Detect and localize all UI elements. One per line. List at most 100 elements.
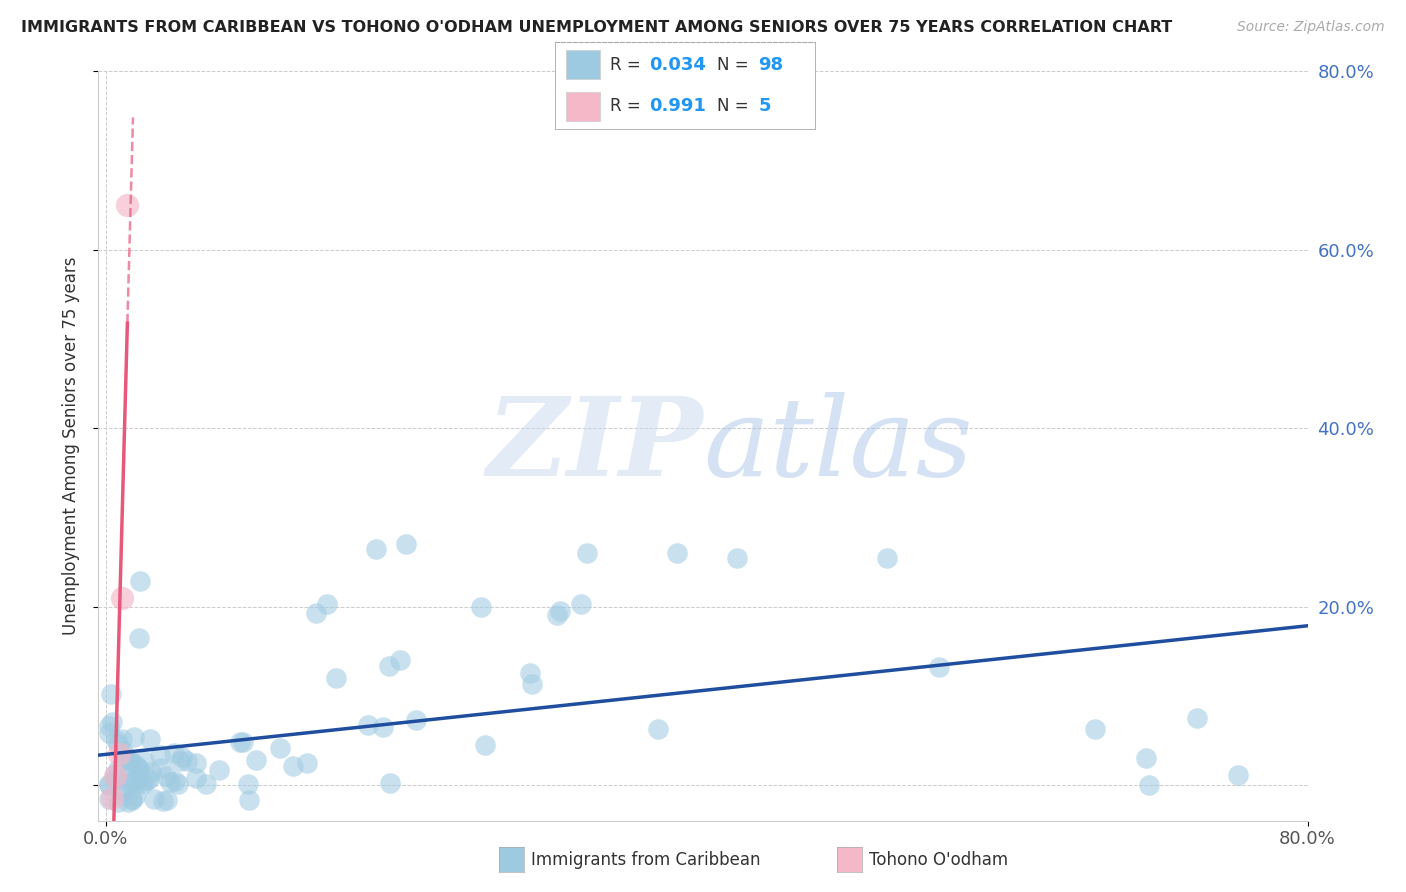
Point xyxy=(245,753,267,767)
Point xyxy=(134,754,156,768)
Point xyxy=(128,631,150,645)
Point xyxy=(725,550,748,565)
Text: 5: 5 xyxy=(758,96,770,115)
Point xyxy=(229,735,252,749)
Point xyxy=(97,719,120,733)
Point xyxy=(107,780,129,795)
Point xyxy=(520,677,543,691)
Point xyxy=(122,774,145,789)
Point xyxy=(107,737,129,751)
Point xyxy=(111,591,134,605)
Text: 98: 98 xyxy=(758,55,783,74)
Point xyxy=(357,718,380,732)
Point xyxy=(122,730,145,744)
Point xyxy=(121,793,143,807)
Point xyxy=(159,774,181,789)
Point xyxy=(127,772,149,787)
Point xyxy=(111,731,134,746)
Point xyxy=(127,763,149,777)
Point xyxy=(149,748,172,763)
Point xyxy=(876,550,898,565)
Point xyxy=(378,775,401,789)
Text: R =: R = xyxy=(610,96,645,115)
Point xyxy=(152,794,174,808)
Point xyxy=(377,658,399,673)
Point xyxy=(104,733,127,747)
Point xyxy=(125,758,148,772)
Point xyxy=(101,791,124,805)
Text: N =: N = xyxy=(717,96,754,115)
Point xyxy=(107,762,129,776)
Text: N =: N = xyxy=(717,55,754,74)
Point xyxy=(97,778,120,792)
Point xyxy=(124,789,146,803)
Point xyxy=(120,754,142,768)
Point xyxy=(115,198,138,212)
Point xyxy=(474,739,496,753)
Text: 0.034: 0.034 xyxy=(650,55,706,74)
Point xyxy=(117,753,139,767)
Point xyxy=(131,774,153,789)
Point xyxy=(127,761,149,775)
Point xyxy=(305,606,328,620)
Point xyxy=(928,660,950,674)
Point xyxy=(117,795,139,809)
Point xyxy=(100,687,122,701)
Point xyxy=(569,598,592,612)
Point xyxy=(108,747,131,761)
Point xyxy=(232,735,254,749)
Point xyxy=(155,769,177,783)
Text: ZIP: ZIP xyxy=(486,392,703,500)
Point xyxy=(1135,751,1157,765)
Point xyxy=(169,755,191,769)
Point xyxy=(136,773,159,788)
Point xyxy=(281,759,304,773)
Point xyxy=(163,773,186,788)
Point xyxy=(546,608,568,623)
Point xyxy=(98,725,121,739)
Point xyxy=(112,784,135,798)
Point xyxy=(269,740,291,755)
Point xyxy=(1137,778,1160,792)
Point xyxy=(104,772,127,787)
Point xyxy=(176,754,198,768)
Point xyxy=(121,775,143,789)
Point xyxy=(238,793,260,807)
Point xyxy=(166,777,188,791)
Point xyxy=(371,720,394,734)
Point xyxy=(395,537,418,551)
Point xyxy=(163,746,186,760)
Point xyxy=(132,777,155,791)
FancyBboxPatch shape xyxy=(565,50,599,78)
Point xyxy=(325,671,347,685)
Point xyxy=(121,792,143,806)
Point xyxy=(297,756,319,770)
Point xyxy=(1227,768,1250,782)
Text: R =: R = xyxy=(610,55,645,74)
Point xyxy=(388,653,411,667)
Text: atlas: atlas xyxy=(703,392,973,500)
Point xyxy=(107,795,129,809)
Point xyxy=(139,765,162,780)
Point xyxy=(316,597,339,611)
Point xyxy=(548,604,571,618)
Point xyxy=(97,792,120,806)
Point xyxy=(117,776,139,790)
Point xyxy=(100,714,122,729)
Text: Immigrants from Caribbean: Immigrants from Caribbean xyxy=(531,851,761,869)
Point xyxy=(138,772,160,787)
Point xyxy=(238,777,260,791)
Point xyxy=(149,761,172,775)
Point xyxy=(118,754,141,768)
Point xyxy=(470,599,492,614)
FancyBboxPatch shape xyxy=(565,92,599,120)
Y-axis label: Unemployment Among Seniors over 75 years: Unemployment Among Seniors over 75 years xyxy=(62,257,80,635)
Point xyxy=(129,574,152,588)
Point xyxy=(207,764,229,778)
Point xyxy=(519,666,541,681)
Point xyxy=(665,546,688,560)
Point xyxy=(186,771,208,785)
Point xyxy=(156,793,179,807)
Point xyxy=(366,541,388,556)
Point xyxy=(104,769,127,783)
